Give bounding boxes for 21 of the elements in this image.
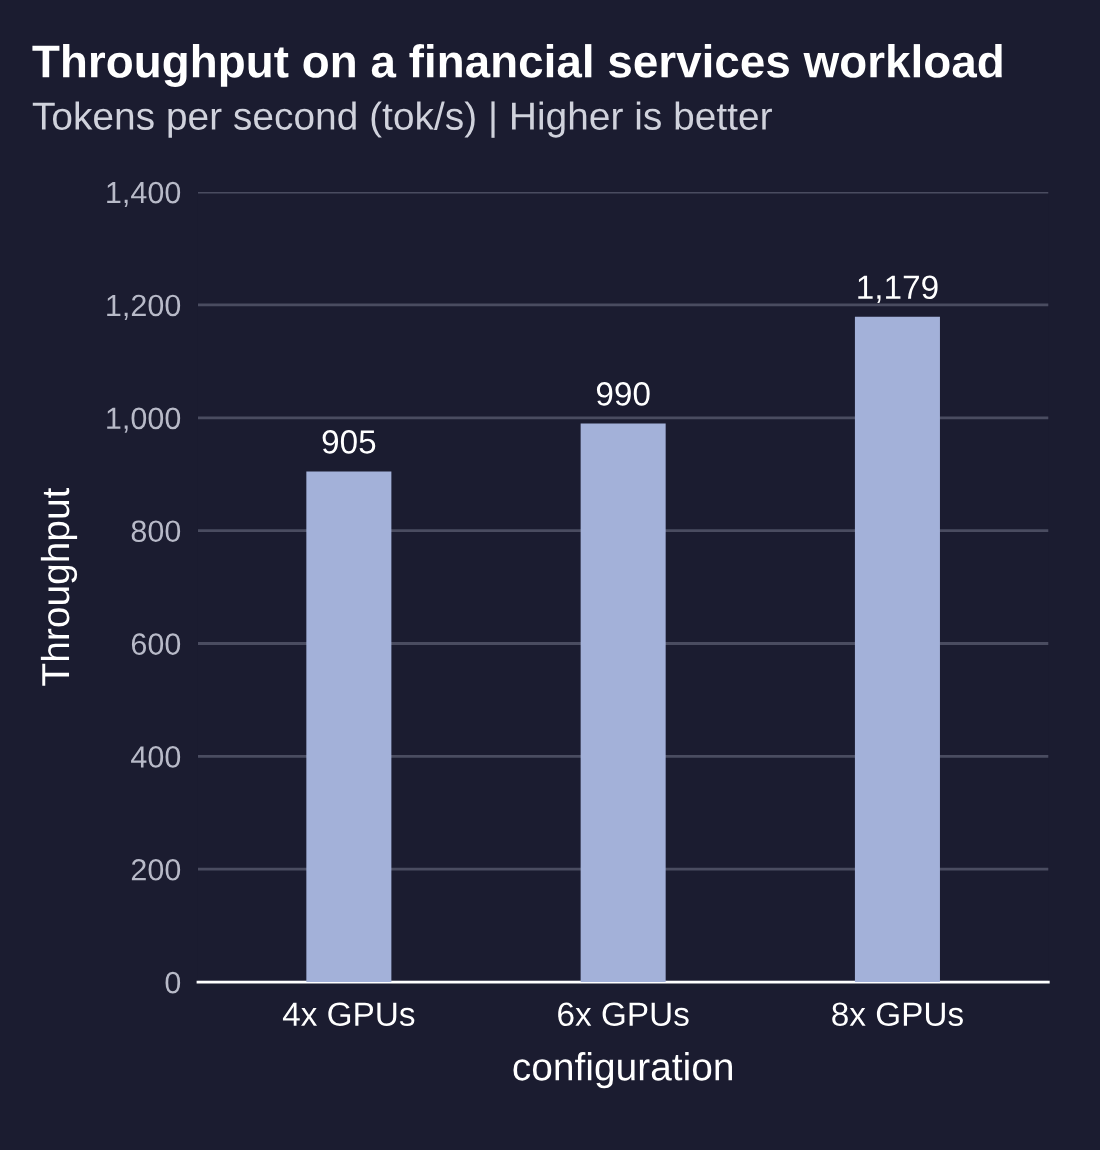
x-axis-title: configuration — [513, 1052, 732, 1089]
y-tick-label: 1,000 — [107, 407, 181, 433]
x-tick-label: 4x GPUs — [282, 1002, 415, 1027]
x-tick-label: 8x GPUs — [832, 1002, 963, 1027]
data-label: 990 — [596, 382, 650, 406]
x-tick-label: 6x GPUs — [558, 1002, 689, 1027]
data-label: 1,179 — [858, 275, 938, 303]
y-tick-label: 1,400 — [107, 181, 181, 208]
y-tick-label: 400 — [131, 746, 181, 768]
data-label: 905 — [322, 430, 376, 454]
chart-title: Throughput on a financial services workload — [32, 44, 1002, 88]
bar — [854, 316, 940, 983]
bar — [580, 423, 666, 983]
bar — [306, 471, 392, 983]
y-tick-label: 200 — [131, 858, 181, 881]
y-axis-title: Throughput — [40, 487, 78, 686]
y-tick-label: 0 — [165, 971, 181, 994]
y-tick-label: 800 — [131, 520, 181, 543]
y-tick-label: 1,200 — [107, 294, 181, 320]
chart-subtitle: Tokens per second (tok/s) | Higher is better — [32, 101, 772, 138]
y-tick-label: 600 — [131, 633, 181, 655]
